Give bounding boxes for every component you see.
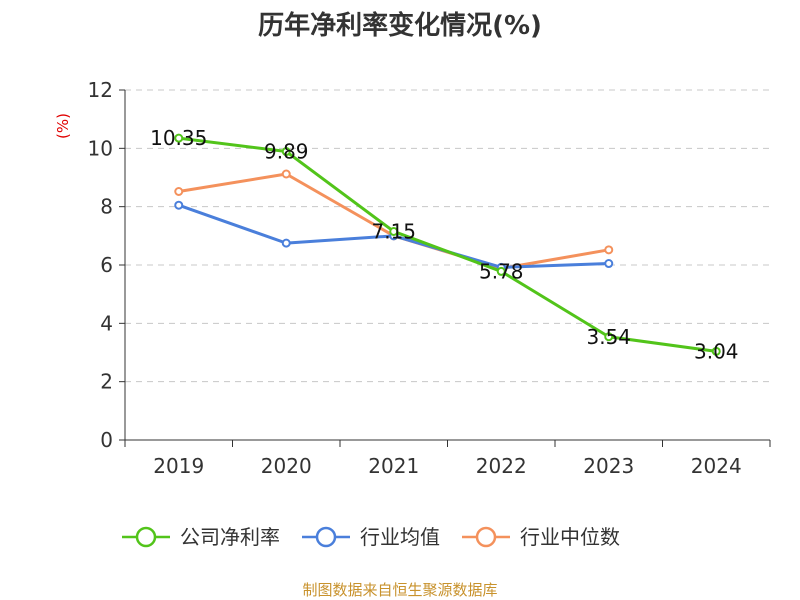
x-tick-label: 2019 bbox=[153, 454, 204, 478]
series-lines bbox=[174, 133, 721, 356]
legend-label: 公司净利率 bbox=[180, 525, 280, 549]
chart-title: 历年净利率变化情况(%) bbox=[258, 10, 542, 41]
legend-label: 行业中位数 bbox=[520, 525, 620, 549]
data-label: 7.15 bbox=[371, 219, 416, 243]
data-point bbox=[604, 245, 614, 255]
data-point bbox=[281, 169, 291, 179]
data-label: 9.89 bbox=[264, 140, 309, 164]
data-label: 10.35 bbox=[150, 126, 207, 150]
data-point bbox=[174, 133, 184, 143]
legend-marker bbox=[475, 526, 497, 548]
y-tick-label: 10 bbox=[88, 136, 113, 160]
legend-label: 行业均值 bbox=[360, 525, 440, 549]
x-tick-label: 2020 bbox=[261, 454, 312, 478]
series-line bbox=[178, 136, 717, 353]
data-label: 3.54 bbox=[586, 325, 631, 349]
y-axis-label: (%) bbox=[54, 113, 72, 139]
data-point bbox=[281, 147, 291, 157]
data-point bbox=[389, 226, 399, 236]
y-tick-label: 2 bbox=[100, 370, 113, 394]
data-point bbox=[174, 187, 184, 196]
data-point bbox=[281, 238, 291, 248]
x-tick-label: 2021 bbox=[368, 454, 419, 478]
source-note: 制图数据来自恒生聚源数据库 bbox=[302, 581, 497, 599]
data-point bbox=[604, 259, 614, 269]
legend-marker bbox=[315, 526, 337, 548]
x-tick-label: 2022 bbox=[476, 454, 527, 478]
x-tick-label: 2023 bbox=[583, 454, 634, 478]
data-point bbox=[174, 200, 184, 210]
y-tick-label: 0 bbox=[100, 428, 113, 452]
data-point bbox=[711, 346, 721, 356]
data-labels: 10.35 9.89 7.15 5.78 3.54 3.04 bbox=[150, 126, 738, 363]
grid-lines bbox=[125, 89, 770, 383]
y-tick-label: 6 bbox=[100, 253, 113, 277]
y-tick-label: 8 bbox=[100, 195, 113, 219]
axes: 0 2 4 6 8 10 12 2019 2020 2021 2022 2023 2024 bbox=[88, 78, 771, 478]
legend: 公司净利率 行业均值 行业中位数 bbox=[122, 525, 620, 549]
data-point bbox=[496, 266, 506, 276]
data-label: 5.78 bbox=[479, 259, 524, 283]
x-tick-label: 2024 bbox=[691, 454, 742, 478]
data-point bbox=[604, 332, 614, 342]
y-tick-label: 4 bbox=[100, 311, 113, 335]
y-tick-label: 12 bbox=[88, 78, 113, 102]
data-label: 3.04 bbox=[694, 339, 739, 363]
legend-marker bbox=[135, 526, 157, 548]
